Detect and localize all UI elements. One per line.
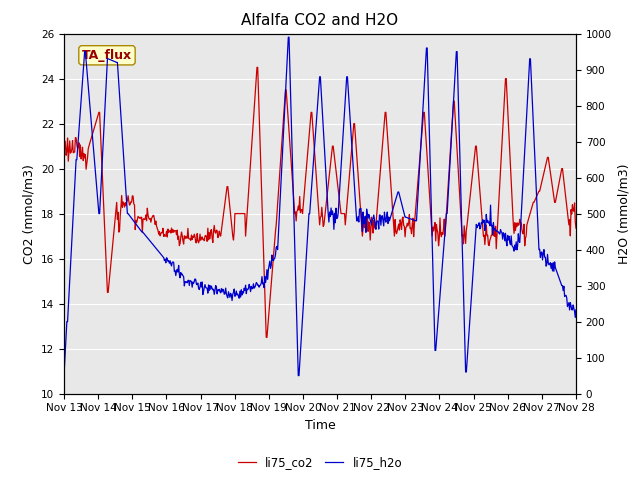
Legend: li75_co2, li75_h2o: li75_co2, li75_h2o [233,452,407,474]
li75_h2o [572,307,580,312]
li75_co2 [201,233,209,239]
li75_co2 [60,149,68,155]
li75_h2o [174,269,182,275]
li75_h2o [397,200,405,206]
Line: li75_co2: li75_co2 [64,67,576,337]
Text: TA_flux: TA_flux [82,49,132,62]
li75_co2 [122,203,130,209]
X-axis label: Time: Time [305,419,335,432]
Line: li75_h2o: li75_h2o [64,37,576,375]
li75_co2 [174,237,182,242]
Y-axis label: H2O (mmol/m3): H2O (mmol/m3) [618,163,630,264]
li75_h2o [284,35,292,40]
Title: Alfalfa CO2 and H2O: Alfalfa CO2 and H2O [241,13,399,28]
li75_co2 [253,64,261,70]
li75_h2o [69,211,77,216]
li75_h2o [122,189,130,195]
li75_co2 [262,335,270,340]
li75_h2o [201,282,209,288]
li75_co2 [399,216,406,222]
li75_h2o [383,214,390,219]
Y-axis label: CO2 (mmol/m3): CO2 (mmol/m3) [22,164,35,264]
li75_co2 [69,150,77,156]
li75_co2 [572,226,580,231]
li75_h2o [60,372,68,378]
li75_co2 [383,130,391,136]
